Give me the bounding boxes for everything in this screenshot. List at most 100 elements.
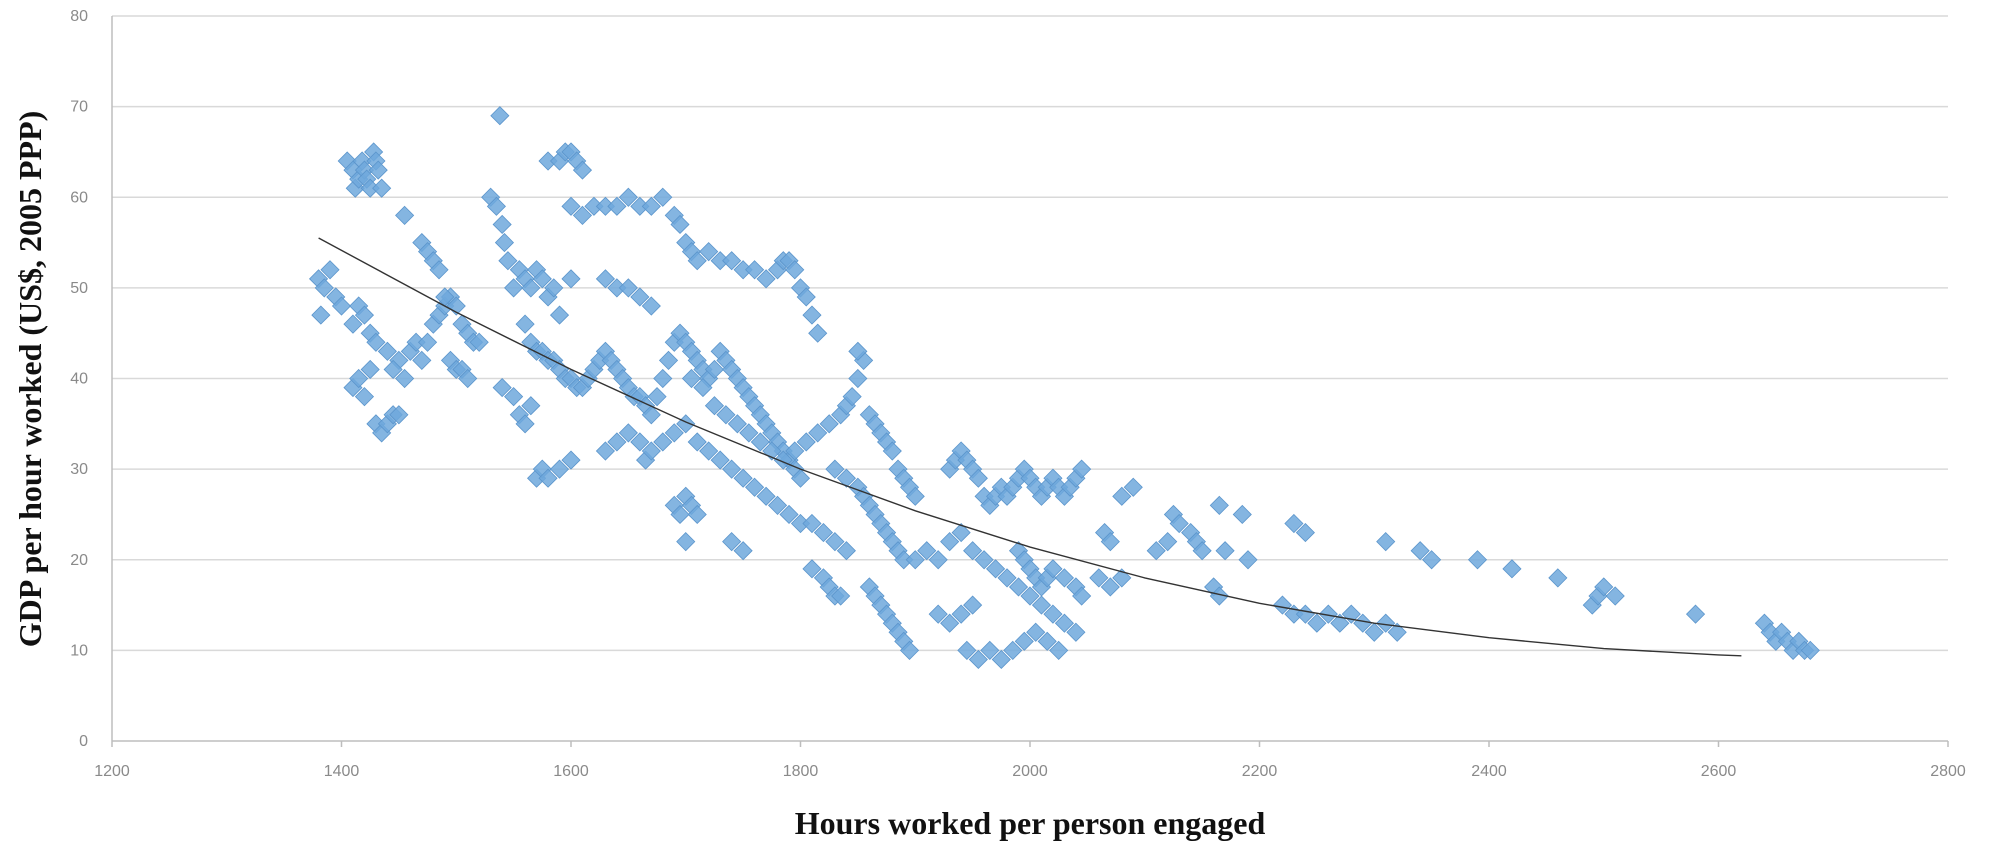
- data-point: [1192, 541, 1212, 561]
- data-point: [831, 586, 851, 606]
- data-point: [928, 550, 948, 570]
- data-point: [641, 196, 661, 216]
- data-point: [756, 269, 776, 289]
- data-point: [1066, 622, 1086, 642]
- data-point: [1146, 541, 1166, 561]
- data-point: [676, 532, 696, 552]
- data-point: [745, 477, 765, 497]
- data-point: [710, 450, 730, 470]
- data-point: [561, 196, 581, 216]
- data-point: [1387, 622, 1407, 642]
- data-point: [716, 405, 736, 425]
- data-point: [727, 414, 747, 434]
- data-point: [882, 441, 902, 461]
- data-point: [549, 305, 570, 325]
- data-point: [372, 178, 392, 198]
- data-point: [607, 432, 627, 452]
- data-point: [963, 541, 983, 561]
- data-point: [951, 604, 971, 624]
- data-point: [1043, 604, 1063, 624]
- data-point: [779, 504, 799, 525]
- data-point: [699, 242, 719, 262]
- data-point: [802, 513, 822, 534]
- data-point: [1318, 604, 1338, 624]
- data-point: [670, 214, 690, 235]
- data-point: [521, 278, 541, 298]
- data-point: [1422, 550, 1442, 570]
- data-point: [641, 296, 661, 316]
- data-point: [1364, 622, 1384, 642]
- data-point: [504, 387, 524, 407]
- data-point: [1089, 568, 1109, 588]
- data-point: [383, 359, 403, 380]
- y-tick-label: 20: [70, 552, 88, 569]
- data-point: [653, 368, 673, 389]
- data-point: [429, 260, 449, 280]
- data-point: [825, 532, 845, 552]
- data-point: [498, 251, 518, 271]
- data-point: [1054, 568, 1074, 588]
- data-point: [521, 396, 541, 416]
- data-point: [311, 305, 331, 325]
- data-point: [389, 405, 409, 425]
- y-tick-label: 40: [70, 371, 88, 388]
- data-point: [1502, 559, 1522, 579]
- y-tick-label: 10: [70, 642, 88, 659]
- data-point: [1307, 613, 1327, 633]
- data-point: [544, 278, 564, 298]
- data-point: [1054, 613, 1074, 633]
- data-point: [349, 368, 369, 389]
- data-point: [968, 649, 988, 670]
- data-point: [653, 432, 673, 452]
- data-point: [767, 495, 788, 515]
- data-point: [1295, 522, 1315, 543]
- data-point: [733, 541, 753, 561]
- data-point: [796, 287, 816, 307]
- data-point: [802, 559, 822, 579]
- data-point: [745, 260, 765, 280]
- data-point: [1037, 631, 1057, 651]
- x-tick-label: 1800: [783, 763, 819, 780]
- data-point: [1100, 577, 1120, 597]
- data-point: [997, 568, 1017, 588]
- data-point: [722, 459, 742, 479]
- data-point: [653, 187, 673, 207]
- data-point: [1594, 577, 1614, 597]
- data-point: [630, 287, 650, 307]
- data-point: [1169, 513, 1189, 534]
- data-point: [412, 350, 432, 370]
- data-point: [974, 550, 994, 570]
- data-point: [1467, 550, 1488, 570]
- data-point: [1209, 495, 1229, 515]
- data-point: [417, 332, 438, 352]
- x-tick-label: 1400: [324, 763, 360, 780]
- data-point: [1376, 532, 1396, 552]
- x-tick-label: 2400: [1471, 763, 1507, 780]
- data-point: [494, 232, 515, 253]
- y-tick-label: 50: [70, 280, 88, 297]
- data-point: [1232, 504, 1252, 525]
- data-point: [641, 441, 661, 461]
- data-point: [486, 196, 506, 216]
- x-tick-label: 1600: [553, 763, 589, 780]
- data-point: [808, 423, 828, 443]
- data-point: [963, 595, 983, 615]
- data-point: [957, 640, 977, 660]
- data-point: [1008, 577, 1029, 597]
- data-point: [905, 486, 925, 506]
- data-point: [532, 269, 552, 289]
- data-point: [618, 187, 638, 207]
- x-tick-label: 1200: [94, 763, 130, 780]
- data-point: [733, 468, 753, 488]
- data-point: [561, 450, 581, 470]
- data-point: [595, 441, 615, 461]
- data-point: [618, 278, 638, 298]
- data-point: [1003, 640, 1023, 660]
- y-axis-title: GDP per hour worked (US$, 2005 PPP): [12, 111, 48, 648]
- data-point: [951, 522, 971, 543]
- data-point: [618, 423, 638, 443]
- data-point: [836, 468, 856, 488]
- x-tick-labels: 1200 1400 1600 1800 2000 2200 2400 2600 2800: [94, 763, 1966, 780]
- data-point: [1215, 541, 1235, 561]
